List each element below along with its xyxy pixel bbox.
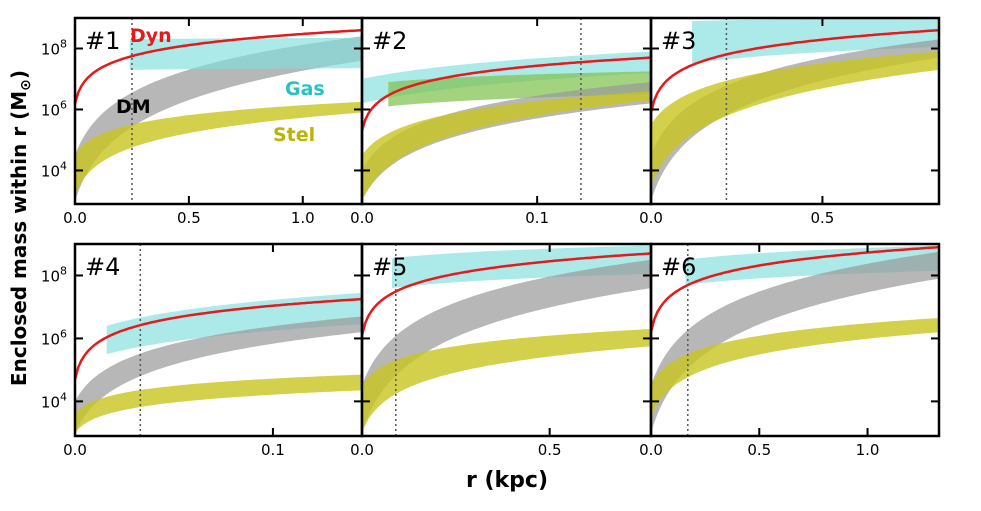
panel-1-xtick-label: 1.0: [291, 209, 315, 227]
panel-4-xtick-label: 0.1: [261, 441, 285, 459]
panel-3-plot-area: [651, 18, 939, 204]
panel-6-dm-band: [651, 251, 939, 433]
panel-5-dm-band: [362, 259, 651, 433]
legend-gas: Gas: [285, 78, 325, 100]
panel-3: 0.0 0.5 #3: [639, 16, 941, 227]
panel-2-xtick-label: 0.0: [350, 209, 374, 227]
panel-6: 0.0 0.5 1.0 #6: [639, 242, 941, 459]
panel-1-xtick-label: 0.0: [63, 209, 87, 227]
panel-1-ytick-label: 108: [41, 37, 67, 58]
panel-6-label: #6: [661, 253, 696, 281]
panel-1-xtick-label: 0.5: [177, 209, 201, 227]
panel-5-plot-area: [362, 244, 651, 436]
panel-6-xtick-label: 1.0: [856, 441, 880, 459]
panel-3-label: #3: [661, 27, 696, 55]
panel-6-xtick-label: 0.0: [639, 441, 663, 459]
panel-1-stel-band: [75, 101, 362, 195]
panel-4-plot-area: [75, 244, 362, 436]
panel-2-dm-band: [362, 82, 651, 201]
panel-4-label: #4: [85, 253, 120, 281]
panel-6-plot-area: [651, 244, 939, 436]
legend-dm: DM: [116, 96, 151, 118]
panel-2-plot-area: [362, 18, 651, 204]
panel-6-dyn-line: [651, 245, 939, 333]
panel-3-dyn-line: [651, 28, 939, 113]
panel-4-gas-band: [106, 292, 362, 355]
panel-4-xtick-label: 0.0: [63, 441, 87, 459]
panel-4: 0.0 0.1 104 106 108 #4: [41, 242, 364, 459]
panel-1-label: #1: [85, 27, 120, 55]
legend-stel: Stel: [273, 124, 315, 146]
panel-4-stel-band: [75, 374, 362, 433]
legend: Dyn Gas DM Stel: [116, 25, 325, 146]
panel-4-ytick-label: 108: [41, 264, 67, 285]
panel-4-dyn-line: [75, 297, 362, 380]
panel-1-plot-area: [75, 18, 362, 204]
panel-5-label: #5: [372, 253, 407, 281]
panel-1-dyn-line: [75, 28, 362, 104]
panel-4-ytick-label: 104: [41, 390, 67, 411]
legend-dyn: Dyn: [130, 25, 172, 47]
panel-2-label: #2: [372, 27, 407, 55]
panel-1-ytick-label: 106: [41, 98, 67, 119]
panel-6-xtick-label: 0.5: [747, 441, 771, 459]
panel-5-stel-band: [362, 329, 651, 433]
x-axis-title: r (kpc): [466, 468, 548, 493]
panel-2-xtick-label: 0.1: [525, 209, 549, 227]
panel-2-dyn-line: [362, 56, 651, 132]
panel-6-frame: [649, 242, 941, 438]
y-axis-title-sub: ⊙: [18, 79, 34, 91]
panel-4-dm-band: [75, 316, 362, 433]
panel-1-ytick-label: 104: [41, 159, 67, 180]
panel-2: 0.0 0.1 #2: [350, 16, 653, 227]
panel-3-xtick-label: 0.0: [639, 209, 663, 227]
panel-4-ytick-label: 106: [41, 327, 67, 348]
panel-5-xtick-label: 0.5: [538, 441, 562, 459]
panel-2-gas-green-band: [388, 71, 651, 107]
panel-5: 0.0 0.5 #5: [350, 242, 653, 459]
y-axis-title-close: ): [7, 70, 31, 79]
y-axis-title: Enclosed mass within r (M⊙): [7, 70, 34, 386]
panel-3-frame: [649, 16, 941, 206]
panel-3-stel-band: [651, 51, 939, 186]
y-axis-title-main: Enclosed mass within r (M: [7, 91, 31, 386]
panel-5-gas-band: [392, 245, 651, 289]
panel-5-dyn-line: [362, 252, 651, 336]
panel-6-gas-band: [685, 245, 939, 285]
panel-1: 0.0 0.5 1.0 104 106 108 #1: [41, 16, 364, 227]
panel-5-xtick-label: 0.0: [350, 441, 374, 459]
panel-2-stel-band: [362, 91, 651, 201]
panel-3-xtick-label: 0.5: [810, 209, 834, 227]
panel-6-stel-band: [651, 318, 939, 418]
